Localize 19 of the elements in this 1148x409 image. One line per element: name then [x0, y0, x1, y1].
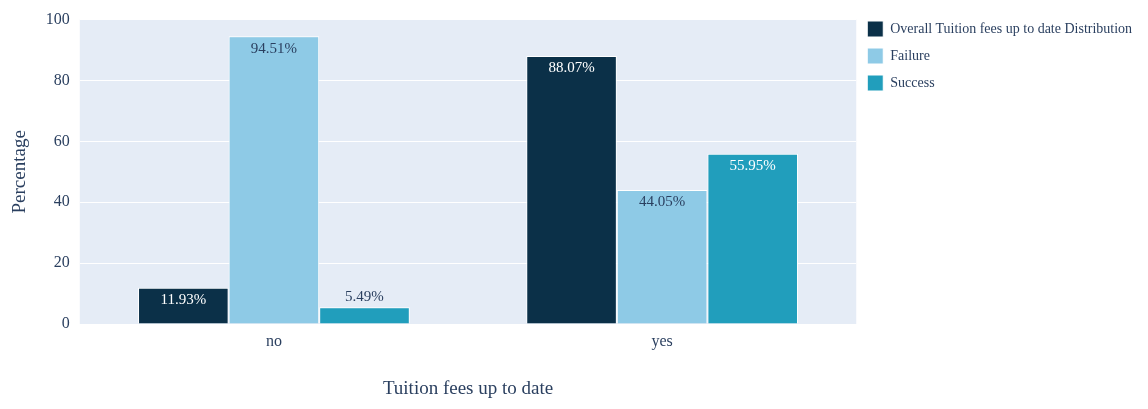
- x-axis-title: Tuition fees up to date: [382, 376, 554, 398]
- legend-label: Failure: [890, 47, 930, 63]
- legend-label: Overall Tuition fees up to date Distribution: [890, 20, 1133, 36]
- data-label: 94.51%: [250, 39, 298, 56]
- data-label: 11.93%: [160, 291, 207, 308]
- y-tick-label: 80: [53, 70, 70, 88]
- data-label: 44.05%: [639, 193, 686, 210]
- x-tick-label: yes: [651, 331, 673, 350]
- y-tick-label: 20: [53, 253, 70, 271]
- data-label: 55.95%: [729, 157, 776, 174]
- legend-label: Success: [890, 74, 935, 90]
- y-axis-title: Percentage: [8, 130, 30, 214]
- data-label: 5.49%: [345, 287, 384, 304]
- y-tick-label: 0: [61, 314, 70, 332]
- y-tick-label: 60: [53, 131, 70, 149]
- y-tick-label: 100: [45, 9, 70, 27]
- x-tick-label: no: [265, 331, 282, 349]
- y-tick-label: 40: [53, 192, 70, 210]
- data-label: 88.07%: [548, 59, 595, 76]
